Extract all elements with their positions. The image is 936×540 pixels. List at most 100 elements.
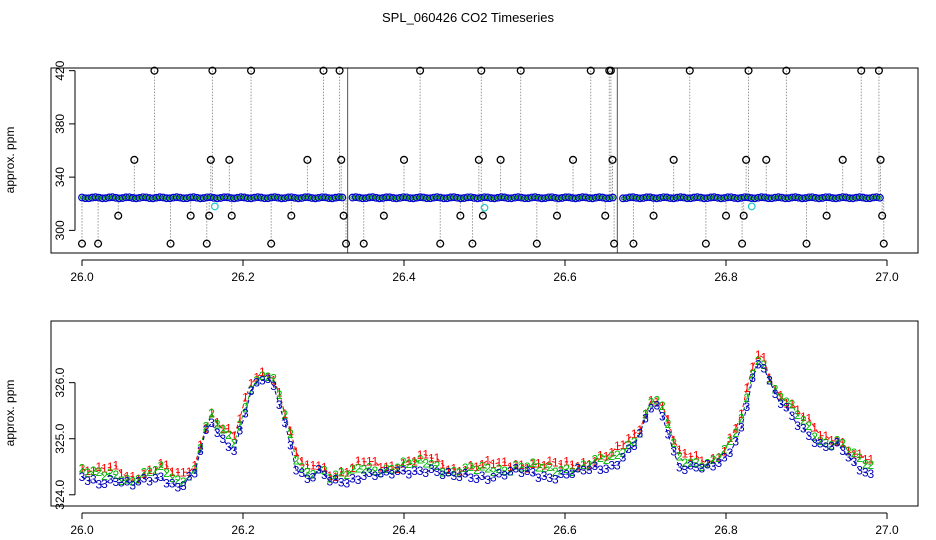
series-1-point: 1 <box>518 458 525 472</box>
series-3-point: 3 <box>676 460 683 474</box>
series-3-point: 3 <box>749 371 756 385</box>
series-3-point: 3 <box>293 464 300 478</box>
series-2-point: 2 <box>806 419 813 433</box>
series-1-point: 1 <box>676 443 683 457</box>
series-3-point: 3 <box>231 444 238 458</box>
series-2-point: 2 <box>129 474 136 488</box>
outlier-point <box>208 66 217 75</box>
outlier-point <box>552 211 561 220</box>
baseline-point <box>605 194 614 203</box>
series-3-point: 3 <box>124 475 131 489</box>
series-2-point: 2 <box>372 464 379 478</box>
series-2-point: 2 <box>332 468 339 482</box>
series-1-point: 1 <box>259 365 266 379</box>
outlier-point <box>802 239 811 248</box>
series-2-point: 2 <box>180 475 187 489</box>
series-1-point: 1 <box>366 455 373 469</box>
series-1-point: 1 <box>760 351 767 365</box>
outlier-point <box>379 211 388 220</box>
series-2-point: 2 <box>355 461 362 475</box>
series-3-point: 3 <box>428 462 435 476</box>
series-2-point: 2 <box>112 468 119 482</box>
outlier-point <box>568 155 578 164</box>
series-3-point: 3 <box>236 424 243 438</box>
series-1-point: 1 <box>163 458 170 472</box>
series-1-point: 1 <box>851 447 858 461</box>
series-2-point: 2 <box>760 358 767 372</box>
series-1-point: 1 <box>372 454 379 468</box>
series-2-point: 2 <box>552 465 559 479</box>
series-1-point: 1 <box>169 465 176 479</box>
series-2-point: 2 <box>360 463 367 477</box>
series-2-point: 2 <box>479 460 486 474</box>
series-2-point: 2 <box>304 466 311 480</box>
outlier-point <box>874 66 883 75</box>
series-2-point: 2 <box>484 462 491 476</box>
top-scatter-panel: 26.0 26.2 26.4 26.6 26.8 27.0 300 340 380 420 app… <box>3 60 919 284</box>
series-1-point: 1 <box>129 469 136 483</box>
series-2-point: 2 <box>124 473 131 487</box>
series-3-point: 3 <box>868 467 875 481</box>
series-1-point: 1 <box>806 412 813 426</box>
series-3-point: 3 <box>789 409 796 423</box>
series-1-point: 1 <box>535 457 542 471</box>
series-3-point: 3 <box>366 466 373 480</box>
series-1-point: 1 <box>174 466 181 480</box>
y-tick-label: 340 <box>53 167 67 187</box>
series-3-point: 3 <box>439 468 446 482</box>
series-2-point: 2 <box>327 471 334 485</box>
series-3-point: 3 <box>214 426 221 440</box>
series-1-point: 1 <box>682 446 689 460</box>
outlier-point <box>166 239 175 248</box>
series-2-point: 2 <box>529 456 536 470</box>
series-3-point: 3 <box>699 461 706 475</box>
series-3-point: 3 <box>394 464 401 478</box>
x-tick-label: 26.2 <box>231 523 255 537</box>
outlier-point <box>477 66 486 75</box>
series-3-point: 3 <box>158 470 165 484</box>
series-3-point: 3 <box>580 463 587 477</box>
series-1-point: 1 <box>456 465 463 479</box>
outlier-point <box>532 239 541 248</box>
series-2-point: 2 <box>242 400 249 414</box>
series-3-point: 3 <box>304 472 311 486</box>
y-tick-label: 325.0 <box>53 423 67 453</box>
series-3-point: 3 <box>822 440 829 454</box>
baseline-point-inner <box>877 195 883 200</box>
series-1-point: 1 <box>146 463 153 477</box>
series-1-point: 1 <box>699 454 706 468</box>
series-1-point: 1 <box>546 454 553 468</box>
series-3-point: 3 <box>783 401 790 415</box>
series-1-point: 1 <box>439 458 446 472</box>
series-2-point: 2 <box>822 436 829 450</box>
series-2-point: 2 <box>541 461 548 475</box>
series-1-point: 1 <box>405 454 412 468</box>
outlier-point <box>701 239 710 248</box>
series-1-point: 1 <box>710 451 717 465</box>
outlier-point <box>335 66 344 75</box>
series-2-point: 2 <box>208 407 215 421</box>
outlier-point <box>516 66 525 75</box>
series-2-point: 2 <box>203 419 210 433</box>
series-1-point: 1 <box>253 371 260 385</box>
series-2-point: 2 <box>118 474 125 488</box>
series-3-point: 3 <box>575 462 582 476</box>
series-1-point: 1 <box>90 464 97 478</box>
series-2-point: 2 <box>811 430 818 444</box>
series-2-point: 2 <box>366 461 373 475</box>
series-2-point: 2 <box>417 453 424 467</box>
series-2-point: 2 <box>146 465 153 479</box>
series-1-point: 1 <box>687 450 694 464</box>
series-3-point: 3 <box>197 444 204 458</box>
series-2-point: 2 <box>225 428 232 442</box>
series-2-point: 2 <box>84 466 91 480</box>
series-1-point: 1 <box>343 465 350 479</box>
series-1-point: 1 <box>501 455 508 469</box>
outlier-point <box>478 211 487 220</box>
series-1-point: 1 <box>755 348 762 362</box>
outlier-point <box>227 211 236 220</box>
outlier-point <box>762 155 771 164</box>
series-3-point: 3 <box>372 469 379 483</box>
series-3-point: 3 <box>343 477 350 491</box>
series-2-point: 2 <box>597 451 604 465</box>
